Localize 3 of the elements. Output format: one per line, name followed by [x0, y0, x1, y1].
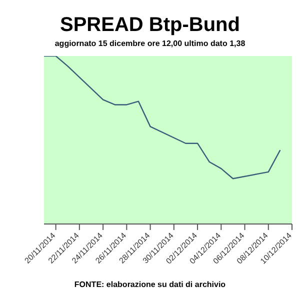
source-note: FONTE: elaborazione su dati di archivio: [73, 280, 227, 289]
chart-title: SPREAD Btp-Bund: [59, 14, 241, 37]
chart-subtitle: aggiornato 15 dicembre ore 12,00 ultimo dato 1,38: [54, 39, 246, 48]
